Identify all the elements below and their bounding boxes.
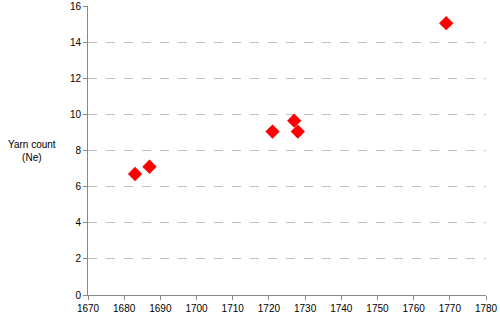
svg-text:2: 2 [75,253,81,264]
svg-text:1770: 1770 [439,303,462,314]
svg-text:6: 6 [75,181,81,192]
svg-text:1750: 1750 [366,303,389,314]
svg-text:16: 16 [70,1,82,12]
svg-text:1740: 1740 [330,303,353,314]
svg-text:0: 0 [75,290,81,301]
svg-text:8: 8 [75,145,81,156]
svg-text:1730: 1730 [294,303,317,314]
svg-text:12: 12 [70,73,82,84]
svg-text:1690: 1690 [149,303,172,314]
svg-text:1720: 1720 [258,303,281,314]
svg-text:10: 10 [70,109,82,120]
svg-text:1780: 1780 [475,303,498,314]
svg-text:1670: 1670 [77,303,100,314]
svg-text:1760: 1760 [403,303,426,314]
svg-text:14: 14 [70,37,82,48]
svg-text:1680: 1680 [113,303,136,314]
svg-text:1700: 1700 [185,303,208,314]
svg-text:Yarn count(Ne): Yarn count(Ne) [8,139,56,163]
svg-text:1710: 1710 [222,303,245,314]
svg-text:4: 4 [75,217,81,228]
